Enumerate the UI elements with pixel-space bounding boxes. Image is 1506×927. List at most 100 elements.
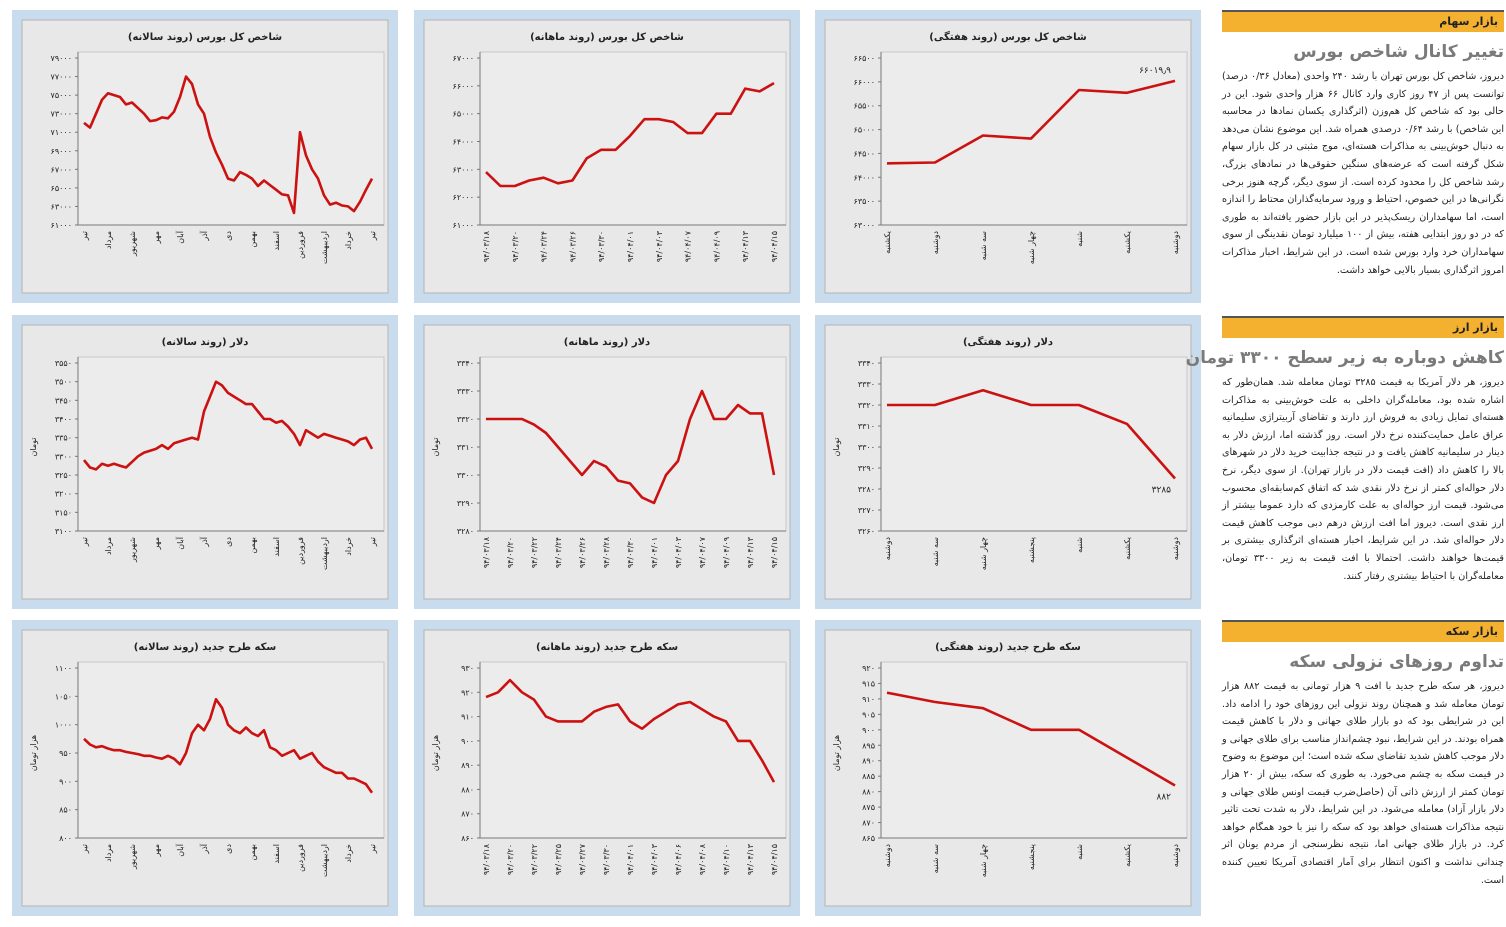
y-tick-label: ۹۱۰ [862, 695, 875, 704]
y-tick-label: ۳۳۱۰ [457, 443, 474, 452]
y-tick-label: ۸۷۰ [862, 819, 875, 828]
y-tick-label: ۶۶۵۰۰ [854, 54, 875, 63]
x-tick-label: مهر [152, 844, 161, 857]
y-tick-label: ۶۳۰۰۰ [854, 221, 875, 230]
x-tick-label: ۹۴/۰۴/۱۵ [770, 844, 779, 875]
y-tick-label: ۶۵۵۰۰ [854, 102, 875, 111]
y-tick-label: ۶۵۰۰۰ [51, 184, 72, 193]
x-tick-label: چهار شنبه [979, 844, 988, 877]
x-tick-label: پنجشنبه [1027, 537, 1036, 563]
x-tick-label: ۹۴/۰۳/۲۴ [554, 537, 563, 568]
plot-area [880, 356, 1188, 532]
x-tick-label: یکشنبه [1123, 231, 1132, 254]
y-tick-label: ۶۴۵۰۰ [854, 149, 875, 158]
y-tick-label: ۹۰۰ [59, 777, 72, 786]
section-tag: بازار ارز [1222, 316, 1504, 338]
x-tick-label: ۹۴/۰۳/۲۲ [530, 844, 539, 875]
y-tick-label: ۱۰۰۰ [55, 721, 72, 730]
y-tick-label: ۶۲۰۰۰ [453, 193, 474, 202]
x-tick-label: پنجشنبه [1027, 844, 1036, 870]
x-tick-label: ۹۴/۰۴/۰۱ [626, 231, 635, 262]
x-tick-label: دوشنبه [1171, 844, 1180, 868]
article-body: دیروز، هر سکه طرح جدید با افت ۹ هزار توم… [1222, 681, 1505, 886]
y-tick-label: ۶۴۰۰۰ [854, 173, 875, 182]
x-tick-label: ۹۴/۰۳/۲۷ [578, 843, 587, 875]
x-tick-label: تیر [80, 231, 89, 241]
x-tick-label: ۹۴/۰۴/۱۰ [722, 844, 731, 875]
x-tick-label: شهریور [128, 231, 137, 257]
y-tick-label: ۱۰۵۰ [55, 692, 72, 701]
y-tick-label: ۸۹۵ [862, 741, 875, 750]
y-tick-label: ۳۲۸۰ [858, 485, 875, 494]
x-tick-label: آبان [175, 843, 185, 857]
y-tick-label: ۳۳۵۰ [55, 434, 72, 443]
chart: سکه طرح جدید (روند سالانه) هزار تومان ۸۰۰ ۸… [12, 620, 398, 916]
x-tick-label: بهمن [248, 844, 257, 861]
y-tick-label: ۶۱۰۰۰ [453, 221, 474, 230]
chart-title: سکه طرح جدید (روند هفتگی) [935, 640, 1081, 653]
plot-area [479, 51, 787, 226]
data-line [485, 678, 776, 783]
x-tick-label: دی [224, 537, 233, 547]
article: بازار سکه تداوم روزهای نزولی سکه دیروز، … [1222, 620, 1504, 889]
y-tick-label: ۳۵۵۰ [55, 359, 72, 368]
x-tick-label: ۹۴/۰۴/۰۹ [712, 231, 721, 262]
x-tick-label: اسفند [272, 537, 281, 557]
x-tick-label: اردیبهشت [320, 231, 329, 264]
x-tick-label: شنبه [1075, 231, 1084, 247]
chart: شاخص کل بورس (روند هفتگی) ۶۳۰۰۰ ۶۳۵۰۰ ۶۴۰۰۰… [815, 10, 1201, 303]
y-axis-label: هزار تومان [832, 735, 841, 771]
x-tick-label: ۹۴/۰۴/۰۶ [674, 844, 683, 875]
y-tick-label: ۳۳۰۰ [858, 443, 875, 452]
y-tick-label: ۳۳۳۰ [457, 387, 474, 396]
x-tick-label: مرداد [104, 231, 113, 249]
y-tick-label: ۹۲۰ [461, 688, 474, 697]
x-tick-label: خرداد [344, 844, 353, 863]
y-tick-label: ۳۲۰۰ [55, 490, 72, 499]
x-tick-label: ۹۴/۰۴/۱۵ [770, 537, 779, 568]
y-tick-label: ۳۴۰۰ [55, 415, 72, 424]
y-tick-label: ۸۸۵ [862, 772, 875, 781]
y-tick-label: ۸۵۰ [59, 806, 72, 815]
plot-area [77, 661, 385, 839]
x-tick-label: دوشنبه [1171, 231, 1180, 255]
x-tick-label: ۹۴/۰۳/۳۰ [602, 844, 611, 875]
y-tick-label: ۳۴۵۰ [55, 396, 72, 405]
x-tick-label: شهریور [128, 537, 137, 563]
chart-panel: دلار (روند سالانه) تومان ۳۱۰۰ ۳۱۵۰ ۳۲۰۰ ۳۲۵۰ ۳… [12, 315, 398, 609]
x-tick-label: ۹۴/۰۳/۲۲ [530, 537, 539, 568]
chart: دلار (روند هفتگی) تومان ۳۲۶۰ ۳۲۷۰ ۳۲۸۰ ۳۲۹۰ ۳۳… [815, 315, 1201, 609]
data-line [485, 81, 775, 188]
y-tick-label: ۶۵۰۰۰ [854, 126, 875, 135]
chart: دلار (روند ماهانه) تومان ۳۲۸۰ ۳۲۹۰ ۳۳۰۰ ۳۳۱۰ ۳… [414, 315, 800, 609]
x-tick-label: شهریور [128, 844, 137, 870]
y-tick-label: ۳۳۴۰ [858, 359, 875, 368]
x-tick-label: اسفند [272, 231, 281, 251]
x-tick-label: دوشنبه [883, 844, 892, 868]
x-tick-label: ۹۴/۰۴/۰۳ [650, 843, 659, 875]
chart-title: دلار (روند هفتگی) [963, 335, 1053, 348]
x-tick-label: دوشنبه [883, 537, 892, 561]
x-tick-label: ۹۴/۰۳/۲۰ [506, 537, 515, 568]
plot-area [77, 356, 385, 532]
headline: تداوم روزهای نزولی سکه [1289, 652, 1504, 672]
x-tick-label: سه شنبه [931, 844, 940, 874]
y-tick-label: ۳۱۰۰ [55, 527, 72, 536]
y-tick-label: ۶۶۰۰۰ [854, 78, 875, 87]
chart-panel: سکه طرح جدید (روند ماهانه) هزار تومان ۸۶۰ ۸… [414, 620, 800, 916]
article: بازار سهام تغییر کانال شاخص بورس دیروز، … [1222, 10, 1504, 279]
article: بازار ارز کاهش دوباره به زیر سطح ۳۳۰۰ تو… [1186, 316, 1504, 585]
y-tick-label: ۳۳۳۰ [858, 380, 875, 389]
chart-panel: دلار (روند ماهانه) تومان ۳۲۸۰ ۳۲۹۰ ۳۳۰۰ ۳۳۱۰ ۳… [414, 315, 800, 609]
x-tick-label: بهمن [248, 537, 257, 554]
y-tick-label: ۸۰۰ [59, 834, 72, 843]
x-tick-label: ۹۴/۰۴/۰۷ [684, 230, 693, 262]
data-line [83, 75, 374, 215]
value-label: ۸۸۲ [1156, 792, 1171, 802]
y-axis-label: تومان [431, 438, 440, 457]
data-line [83, 697, 374, 794]
x-tick-label: یکشنبه [1123, 844, 1132, 867]
y-tick-label: ۳۳۲۰ [858, 401, 875, 410]
x-tick-label: ۹۴/۰۴/۱۳ [741, 230, 750, 262]
chart-panel: دلار (روند هفتگی) تومان ۳۲۶۰ ۳۲۷۰ ۳۲۸۰ ۳۲۹۰ ۳۳… [815, 315, 1201, 609]
